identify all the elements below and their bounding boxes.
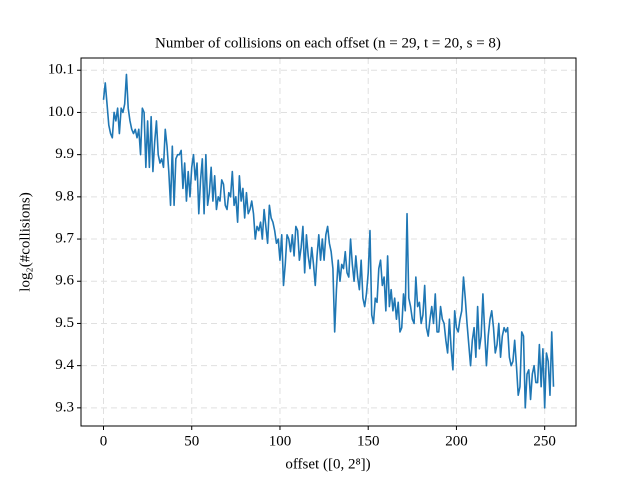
data-line	[102, 73, 555, 409]
x-axis-label: offset ([0, 2⁸])	[285, 456, 370, 472]
chart-title: Number of collisions on each offset (n =…	[155, 35, 501, 51]
y-tick-label: 9.5	[55, 315, 74, 331]
y-axis-label: log₂(#collisions)	[17, 192, 33, 291]
x-tick-label: 250	[533, 433, 556, 449]
plot-frame	[80, 57, 577, 427]
x-tick-label: 100	[269, 433, 292, 449]
y-tick-label: 9.8	[55, 188, 74, 204]
y-tick-label: 9.6	[55, 273, 74, 289]
x-tick-label: 200	[445, 433, 468, 449]
x-tick-label: 150	[357, 433, 380, 449]
y-tick-label: 9.4	[55, 357, 74, 373]
y-tick-label: 9.9	[55, 146, 74, 162]
y-tick-label: 9.7	[55, 230, 74, 246]
x-tick-label: 50	[184, 433, 199, 449]
y-tick-label: 10.1	[48, 62, 74, 78]
y-tick-label: 10.0	[48, 104, 74, 120]
y-tick-label: 9.3	[55, 399, 74, 415]
x-tick-label: 0	[100, 433, 108, 449]
